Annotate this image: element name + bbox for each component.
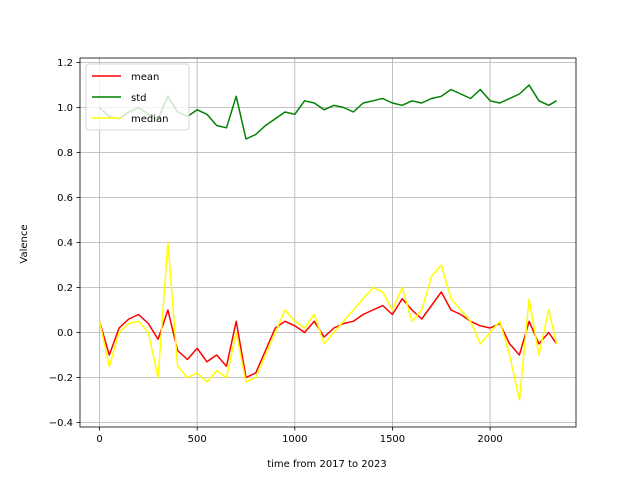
legend-label-mean: mean [131,72,159,83]
legend: mean std median [85,63,190,131]
legend-label-median: median [131,114,169,125]
y-tick-label: 0.8 [57,148,73,159]
legend-box [85,63,190,131]
y-tick-label: 1.2 [57,58,73,69]
grid [80,58,576,427]
x-tick-label: 0 [96,434,102,445]
legend-label-std: std [131,93,146,104]
y-axis-label: Valence [19,224,30,263]
x-tick-label: 2000 [477,434,502,445]
x-tick-label: 1500 [380,434,405,445]
y-tick-label: 0.6 [57,193,73,204]
x-axis-label: time from 2017 to 2023 [267,459,387,470]
y-tick-label: 0.0 [57,328,73,339]
x-tick-label: 1000 [282,434,307,445]
y-tick-label: 0.4 [57,238,73,249]
x-tick-label: 500 [188,434,207,445]
y-tick-label: −0.4 [49,418,73,429]
y-tick-label: −0.2 [49,373,73,384]
y-axis: −0.4 −0.2 0.0 0.2 0.4 0.6 0.8 1.0 1.2 [49,58,80,429]
y-tick-label: 1.0 [57,103,73,114]
series-line-median [98,241,558,401]
x-axis: 0 500 1000 1500 2000 [96,427,503,445]
y-tick-label: 0.2 [57,283,73,294]
